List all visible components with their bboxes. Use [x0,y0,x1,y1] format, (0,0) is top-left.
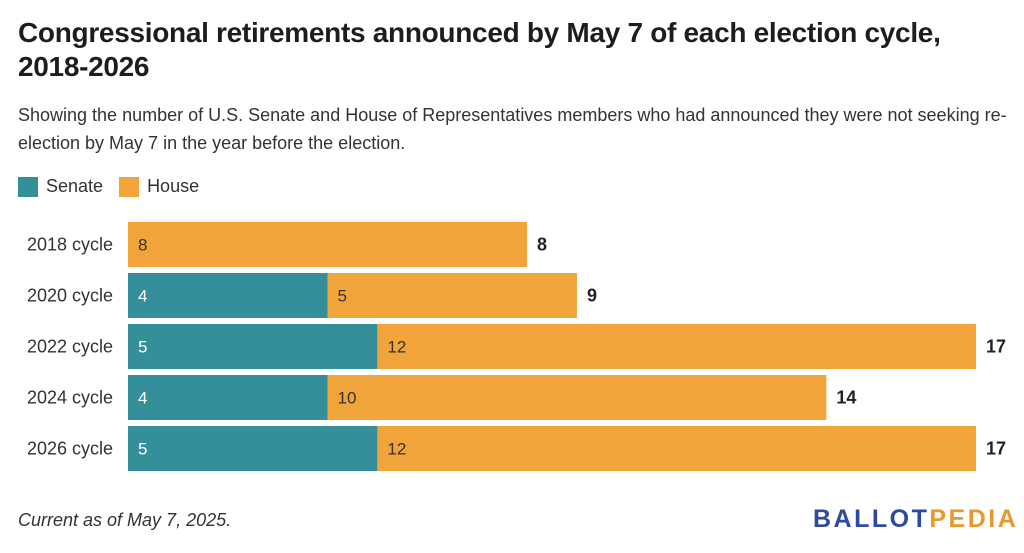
chart-subtitle: Showing the number of U.S. Senate and Ho… [18,101,1008,157]
data-label-house-2026-cycle: 12 [387,440,406,459]
data-label-house-2020-cycle: 5 [338,287,347,306]
legend-item-senate: Senate [18,176,103,197]
ballotpedia-logo: BALLOTPEDIA [813,505,1018,534]
chart-title: Congressional retirements announced by M… [18,16,1008,84]
logo-text-ballot: BALLOT [813,505,929,533]
category-label-2026-cycle: 2026 cycle [27,439,113,459]
category-label-2020-cycle: 2020 cycle [27,286,113,306]
bar-senate-2024-cycle [128,375,328,420]
bar-senate-2022-cycle [128,324,377,369]
bar-house-2020-cycle [328,273,577,318]
data-label-senate-2020-cycle: 4 [138,287,147,306]
total-label-2026-cycle: 17 [986,439,1006,459]
legend: Senate House [18,176,215,197]
total-label-2024-cycle: 14 [836,388,856,408]
bar-house-2018-cycle [128,222,527,267]
footer-note: Current as of May 7, 2025. [18,510,231,531]
total-label-2022-cycle: 17 [986,337,1006,357]
data-label-senate-2024-cycle: 4 [138,389,147,408]
bar-chart: 2018 cycle 8 8 2020 cycle 4 5 9 2022 cycle 5 12 17… [0,216,1024,478]
total-label-2020-cycle: 9 [587,286,597,306]
bar-house-2026-cycle [377,426,976,471]
category-label-2018-cycle: 2018 cycle [27,235,113,255]
legend-label-senate: Senate [46,176,103,197]
category-label-2024-cycle: 2024 cycle [27,388,113,408]
data-label-house-2024-cycle: 10 [338,389,357,408]
category-label-2022-cycle: 2022 cycle [27,337,113,357]
legend-item-house: House [119,176,199,197]
legend-swatch-senate [18,177,38,197]
logo-text-pedia: PEDIA [929,505,1018,533]
bar-house-2022-cycle [377,324,976,369]
data-label-senate-2022-cycle: 5 [138,338,147,357]
legend-label-house: House [147,176,199,197]
bar-senate-2026-cycle [128,426,377,471]
data-label-house-2022-cycle: 12 [387,338,406,357]
total-label-2018-cycle: 8 [537,235,547,255]
data-label-senate-2026-cycle: 5 [138,440,147,459]
bar-house-2024-cycle [328,375,827,420]
data-label-house-2018-cycle: 8 [138,236,147,255]
legend-swatch-house [119,177,139,197]
bar-senate-2020-cycle [128,273,328,318]
